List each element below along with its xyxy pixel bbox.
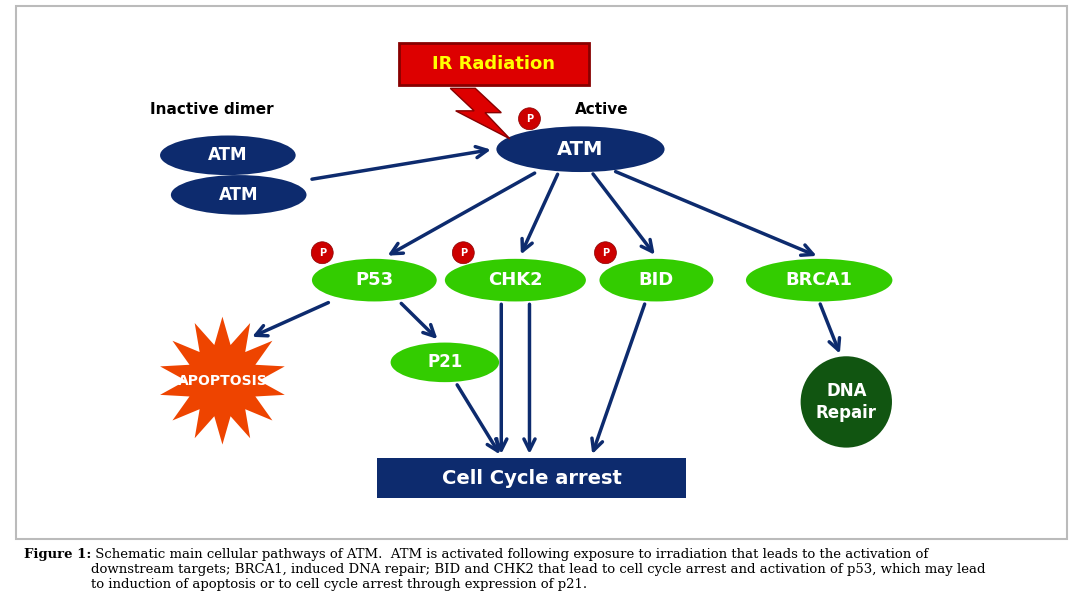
Text: ATM: ATM <box>219 186 258 204</box>
Ellipse shape <box>312 259 436 301</box>
Text: P21: P21 <box>427 353 462 371</box>
Text: APOPTOSIS: APOPTOSIS <box>178 374 267 387</box>
Ellipse shape <box>497 127 664 172</box>
Ellipse shape <box>311 242 333 264</box>
Text: P: P <box>319 248 326 258</box>
Text: Schematic main cellular pathways of ATM.  ATM is activated following exposure to: Schematic main cellular pathways of ATM.… <box>91 548 985 591</box>
Ellipse shape <box>801 356 892 448</box>
Text: P: P <box>460 248 467 258</box>
Text: Cell Cycle arrest: Cell Cycle arrest <box>442 468 622 488</box>
Text: BID: BID <box>639 271 674 289</box>
Ellipse shape <box>391 342 499 382</box>
FancyBboxPatch shape <box>399 43 588 85</box>
Ellipse shape <box>519 108 540 130</box>
Ellipse shape <box>595 242 616 264</box>
Text: IR Radiation: IR Radiation <box>432 55 556 73</box>
Text: P53: P53 <box>355 271 394 289</box>
Text: P: P <box>526 114 533 124</box>
Text: CHK2: CHK2 <box>488 271 542 289</box>
Ellipse shape <box>599 259 714 301</box>
Text: Inactive dimer: Inactive dimer <box>150 102 273 117</box>
Text: Active: Active <box>575 102 629 117</box>
Text: Figure 1:: Figure 1: <box>24 548 91 561</box>
Text: P: P <box>602 248 609 258</box>
Text: ATM: ATM <box>558 139 603 159</box>
Ellipse shape <box>746 259 892 301</box>
Ellipse shape <box>445 259 586 301</box>
Text: ATM: ATM <box>208 146 247 164</box>
FancyBboxPatch shape <box>378 459 687 498</box>
Polygon shape <box>161 317 284 445</box>
Bar <box>16 6 1067 539</box>
Ellipse shape <box>452 242 474 264</box>
Text: DNA
Repair: DNA Repair <box>816 382 877 422</box>
Ellipse shape <box>171 175 306 215</box>
Text: BRCA1: BRCA1 <box>786 271 853 289</box>
Ellipse shape <box>161 136 295 175</box>
Polygon shape <box>450 88 510 139</box>
